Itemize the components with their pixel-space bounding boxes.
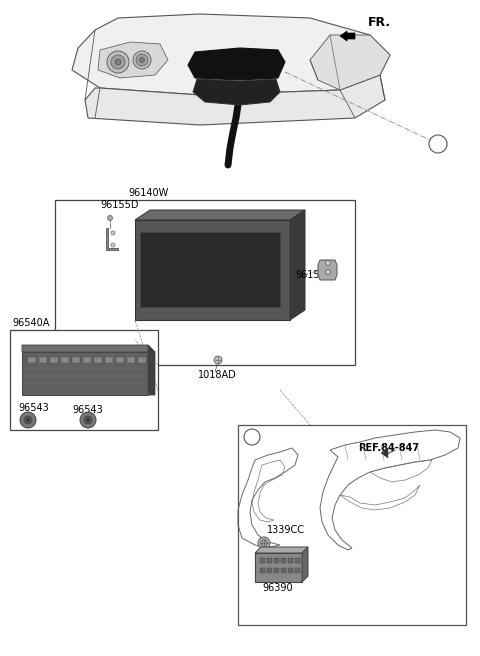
Circle shape: [261, 539, 267, 546]
Circle shape: [140, 58, 144, 62]
Polygon shape: [255, 547, 308, 553]
Polygon shape: [310, 35, 390, 90]
Bar: [295, 558, 300, 563]
Circle shape: [111, 243, 115, 247]
Bar: [72, 357, 80, 363]
Circle shape: [115, 59, 121, 65]
Text: a: a: [432, 139, 438, 149]
Polygon shape: [135, 210, 305, 220]
Bar: [94, 357, 102, 363]
Bar: [288, 558, 293, 563]
Bar: [138, 357, 146, 363]
Circle shape: [244, 429, 260, 445]
Text: 96543: 96543: [72, 405, 103, 415]
Text: 1339CC: 1339CC: [267, 525, 305, 535]
Bar: [83, 357, 91, 363]
Bar: [39, 357, 47, 363]
Text: REF.84-847: REF.84-847: [358, 443, 419, 453]
Circle shape: [86, 419, 89, 422]
Bar: [274, 568, 279, 573]
Polygon shape: [22, 345, 155, 352]
Bar: [105, 357, 113, 363]
Polygon shape: [148, 345, 155, 395]
Bar: [135, 220, 290, 320]
Text: 1018AD: 1018AD: [198, 370, 237, 380]
Bar: [140, 232, 280, 307]
Bar: [238, 425, 466, 625]
Circle shape: [325, 270, 331, 274]
Polygon shape: [188, 48, 285, 80]
Circle shape: [26, 419, 29, 422]
Polygon shape: [318, 260, 337, 280]
Polygon shape: [85, 75, 385, 125]
Circle shape: [80, 412, 96, 428]
Bar: [127, 357, 135, 363]
Polygon shape: [290, 210, 305, 320]
Text: FR.: FR.: [368, 16, 391, 28]
Circle shape: [84, 416, 92, 424]
Bar: [28, 357, 36, 363]
Circle shape: [325, 260, 331, 266]
Polygon shape: [381, 448, 388, 458]
Circle shape: [20, 412, 36, 428]
Circle shape: [108, 216, 112, 220]
Circle shape: [24, 416, 32, 424]
Polygon shape: [72, 14, 390, 95]
Text: 96543: 96543: [18, 403, 49, 413]
Bar: [55, 200, 355, 365]
Text: 96140W: 96140W: [128, 188, 168, 198]
Text: 96155D: 96155D: [100, 200, 139, 210]
Bar: [267, 568, 272, 573]
Bar: [116, 357, 124, 363]
Circle shape: [136, 54, 148, 66]
Bar: [274, 558, 279, 563]
Circle shape: [111, 55, 125, 69]
Text: a: a: [246, 432, 252, 442]
Bar: [267, 558, 272, 563]
Text: 96390: 96390: [263, 583, 293, 593]
Bar: [281, 558, 286, 563]
Circle shape: [133, 51, 151, 69]
Polygon shape: [98, 42, 168, 78]
Bar: [281, 568, 286, 573]
Bar: [260, 558, 265, 563]
Circle shape: [258, 537, 270, 549]
Polygon shape: [302, 547, 308, 582]
Bar: [260, 568, 265, 573]
Polygon shape: [255, 553, 302, 582]
Bar: [10, 330, 158, 430]
Polygon shape: [193, 79, 280, 105]
Bar: [295, 568, 300, 573]
Bar: [61, 357, 69, 363]
Circle shape: [111, 231, 115, 235]
Circle shape: [107, 51, 129, 73]
Circle shape: [429, 135, 447, 153]
Polygon shape: [106, 228, 118, 250]
Polygon shape: [22, 352, 148, 395]
Text: 96155E: 96155E: [295, 270, 332, 280]
Circle shape: [214, 356, 222, 364]
Bar: [50, 357, 58, 363]
Bar: [288, 568, 293, 573]
Polygon shape: [340, 31, 355, 41]
Text: 96540A: 96540A: [12, 318, 49, 328]
